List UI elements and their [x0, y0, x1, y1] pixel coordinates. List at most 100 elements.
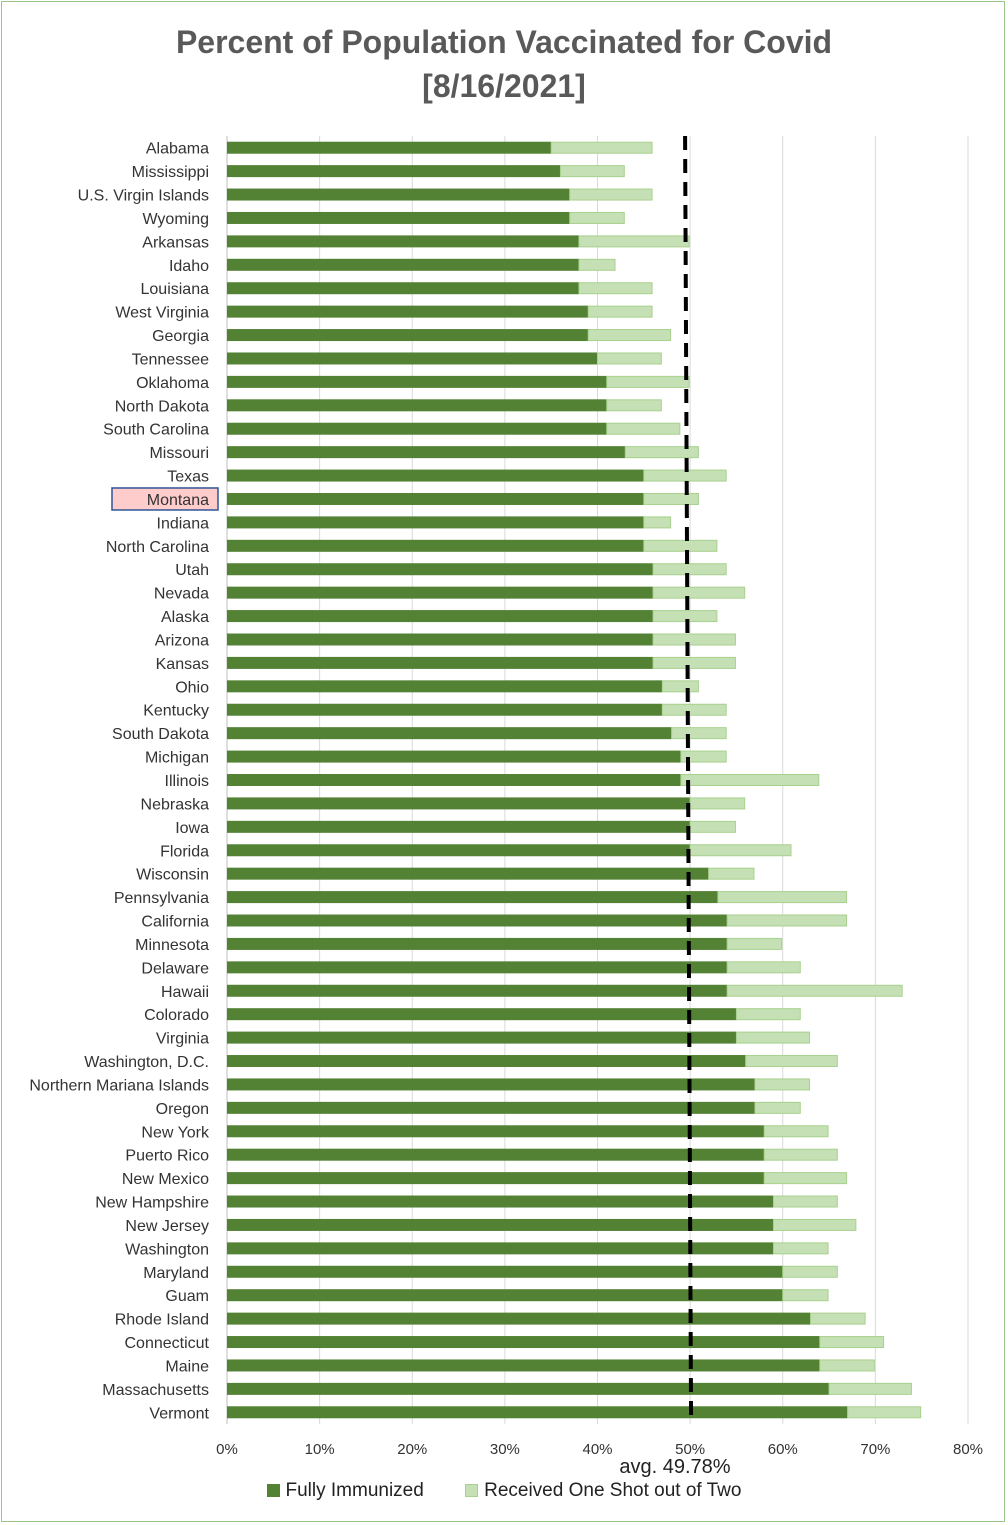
bar-fully-immunized — [227, 1101, 755, 1114]
category-label: New York — [141, 1124, 210, 1141]
category-label: Montana — [147, 492, 209, 509]
bar-one-shot — [819, 1359, 875, 1372]
bar-one-shot — [689, 820, 736, 833]
bar-fully-immunized — [227, 680, 663, 693]
category-label: New Jersey — [125, 1218, 209, 1235]
bar-fully-immunized — [227, 1172, 765, 1185]
category-label: Louisiana — [141, 281, 210, 298]
bar-one-shot — [652, 633, 736, 646]
bar-one-shot — [763, 1125, 829, 1138]
bar-one-shot — [847, 1406, 922, 1419]
bar-one-shot — [745, 1055, 838, 1068]
bar-fully-immunized — [227, 586, 654, 599]
bar-fully-immunized — [227, 1336, 820, 1349]
category-label: Florida — [160, 843, 209, 860]
legend-item-fully-immunized: Fully Immunized — [266, 1480, 424, 1502]
bar-fully-immunized — [227, 352, 598, 365]
bar-one-shot — [550, 141, 653, 154]
category-label: Wyoming — [142, 211, 209, 228]
bar-fully-immunized — [227, 1289, 783, 1302]
bar-fully-immunized — [227, 235, 579, 248]
bar-fully-immunized — [227, 399, 607, 412]
bar-one-shot — [671, 727, 727, 740]
category-label: Vermont — [149, 1405, 209, 1422]
category-label: Illinois — [165, 773, 209, 790]
category-label: North Carolina — [106, 539, 209, 556]
bar-one-shot — [726, 984, 903, 997]
legend-swatch-fully-immunized — [266, 1484, 280, 1497]
chart-title-main: Percent of Population Vaccinated for Cov… — [175, 24, 833, 60]
bar-one-shot — [726, 914, 848, 927]
bar-fully-immunized — [227, 610, 654, 623]
category-label: Oregon — [156, 1101, 209, 1118]
category-label: Massachusetts — [102, 1382, 209, 1399]
bar-one-shot — [782, 1289, 829, 1302]
bar-one-shot — [569, 211, 625, 224]
x-tick-label: 0% — [216, 1441, 238, 1458]
legend-label-one-shot: Received One Shot out of Two — [484, 1480, 742, 1501]
bar-fully-immunized — [227, 211, 570, 224]
category-label: Nebraska — [141, 796, 210, 813]
bar-one-shot — [717, 891, 848, 904]
bar-fully-immunized — [227, 422, 607, 435]
category-label: New Hampshire — [95, 1195, 209, 1212]
category-label: Guam — [165, 1288, 209, 1305]
x-tick-label: 50% — [675, 1441, 705, 1458]
bar-fully-immunized — [227, 1008, 737, 1021]
bar-one-shot — [819, 1336, 885, 1349]
category-label: Maine — [165, 1358, 209, 1375]
bar-fully-immunized — [227, 703, 663, 716]
bar-fully-immunized — [227, 492, 644, 505]
category-label: Kansas — [156, 656, 209, 673]
bar-fully-immunized — [227, 727, 672, 740]
bar-one-shot — [810, 1312, 866, 1325]
x-tick-label: 10% — [305, 1441, 335, 1458]
bar-fully-immunized — [227, 305, 589, 318]
bar-fully-immunized — [227, 141, 552, 154]
legend-label-fully-immunized: Fully Immunized — [285, 1480, 424, 1501]
category-label: Wisconsin — [136, 867, 209, 884]
bar-fully-immunized — [227, 258, 579, 271]
chart-title: Percent of Population Vaccinated for Cov… — [0, 20, 1008, 108]
bar-fully-immunized — [227, 1406, 848, 1419]
bar-one-shot — [708, 867, 755, 880]
category-label: Idaho — [169, 258, 209, 275]
category-label: Alaska — [161, 609, 209, 626]
x-tick-label: 60% — [768, 1441, 798, 1458]
bar-fully-immunized — [227, 797, 691, 810]
bar-fully-immunized — [227, 820, 691, 833]
category-label: Hawaii — [161, 984, 209, 1001]
chart-subtitle: [8/16/2021] — [422, 68, 586, 104]
average-label: avg. 49.78% — [619, 1456, 731, 1478]
bar-fully-immunized — [227, 446, 626, 459]
average-line — [683, 135, 694, 1425]
category-label: Indiana — [157, 515, 210, 532]
bar-fully-immunized — [227, 656, 654, 669]
legend-item-one-shot: Received One Shot out of Two — [465, 1480, 741, 1502]
bar-one-shot — [661, 680, 699, 693]
category-label: Tennessee — [132, 351, 209, 368]
category-label: Northern Mariana Islands — [29, 1077, 209, 1094]
bar-fully-immunized — [227, 563, 654, 576]
x-tick-label: 40% — [582, 1441, 612, 1458]
bar-one-shot — [652, 563, 727, 576]
bar-one-shot — [606, 422, 681, 435]
bar-one-shot — [624, 446, 699, 459]
category-label: Connecticut — [125, 1335, 210, 1352]
bar-fully-immunized — [227, 961, 728, 974]
bar-fully-immunized — [227, 774, 681, 786]
bar-fully-immunized — [227, 188, 570, 201]
bar-fully-immunized — [227, 469, 644, 482]
bar-one-shot — [578, 282, 653, 295]
bar-fully-immunized — [227, 750, 681, 763]
bar-one-shot — [735, 1031, 811, 1044]
category-label: Alabama — [146, 141, 209, 158]
category-label: Washington, D.C. — [84, 1054, 209, 1071]
bar-fully-immunized — [227, 914, 728, 927]
category-label: Kentucky — [143, 703, 209, 720]
bar-one-shot — [643, 492, 699, 505]
category-label: Delaware — [141, 960, 209, 977]
bar-fully-immunized — [227, 867, 709, 880]
bar-fully-immunized — [227, 375, 607, 388]
